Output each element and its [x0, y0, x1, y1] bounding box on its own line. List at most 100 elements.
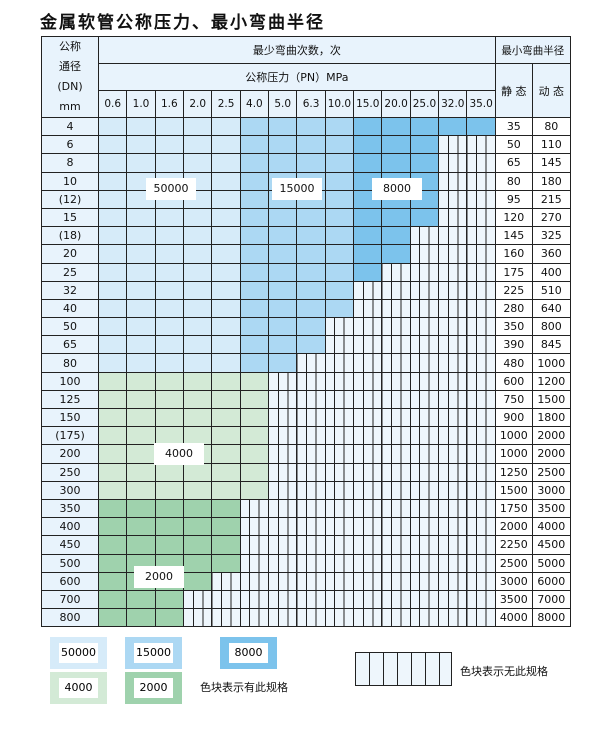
spec-cell-15000 — [296, 280, 326, 300]
static-radius-cell: 390 — [494, 335, 533, 355]
spec-cell-8000 — [409, 153, 440, 173]
no-spec-cell — [438, 589, 468, 610]
region-label-8000: 8000 — [372, 178, 422, 200]
spec-cell-50000 — [97, 135, 128, 155]
pressure-header: 公称压力（PN）MPa — [98, 63, 496, 91]
dynamic-radius-cell: 800 — [531, 317, 571, 337]
no-spec-cell — [438, 480, 468, 500]
static-radius-cell: 65 — [494, 153, 533, 173]
spec-cell-15000 — [296, 317, 326, 337]
static-radius-cell: 80 — [494, 171, 533, 191]
static-header: 静 态 — [494, 63, 533, 118]
spec-cell-50000 — [154, 116, 185, 137]
no-spec-cell — [466, 244, 496, 264]
no-spec-cell — [183, 608, 213, 628]
table-row: 4 35 80 — [41, 116, 571, 137]
static-radius-cell: 2250 — [494, 535, 533, 555]
no-spec-cell — [381, 498, 411, 519]
spec-cell-50000 — [211, 280, 241, 300]
spec-cell-15000 — [268, 317, 298, 337]
spec-cell-4000 — [183, 389, 213, 410]
spec-cell-50000 — [97, 298, 128, 319]
spec-cell-4000 — [97, 480, 128, 500]
spec-cell-15000 — [268, 207, 298, 228]
spec-cell-50000 — [126, 153, 156, 173]
spec-cell-15000 — [296, 335, 326, 355]
no-spec-cell — [239, 571, 270, 591]
spec-cell-2000 — [97, 589, 128, 610]
no-spec-cell — [324, 389, 355, 410]
spec-cell-15000 — [296, 116, 326, 137]
no-spec-cell — [296, 498, 326, 519]
table-row: 350 1750 3500 — [41, 498, 571, 519]
no-spec-cell — [324, 553, 355, 573]
spec-cell-2000 — [97, 535, 128, 555]
dn-cell: 100 — [41, 371, 99, 391]
static-radius-cell: 2000 — [494, 517, 533, 537]
spec-cell-8000 — [381, 226, 411, 246]
spec-cell-50000 — [154, 153, 185, 173]
no-spec-cell — [466, 407, 496, 428]
static-radius-cell: 120 — [494, 207, 533, 228]
no-spec-cell — [381, 480, 411, 500]
no-spec-cell — [296, 608, 326, 628]
spec-cell-4000 — [211, 480, 241, 500]
no-spec-cell — [324, 407, 355, 428]
pressure-tick: 32.0 — [438, 90, 468, 118]
spec-cell-15000 — [324, 135, 355, 155]
spec-cell-8000 — [353, 244, 383, 264]
spec-cell-15000 — [324, 171, 355, 191]
no-spec-cell — [296, 426, 326, 446]
spec-cell-50000 — [211, 317, 241, 337]
spec-cell-50000 — [154, 207, 185, 228]
dn-cell: 80 — [41, 353, 99, 373]
no-spec-cell — [296, 462, 326, 482]
spec-cell-15000 — [324, 280, 355, 300]
spec-cell-4000 — [126, 462, 156, 482]
no-spec-cell — [324, 589, 355, 610]
spec-cell-2000 — [211, 535, 241, 555]
spec-cell-15000 — [239, 153, 270, 173]
no-spec-cell — [296, 407, 326, 428]
no-spec-cell — [353, 498, 383, 519]
spec-cell-8000 — [353, 226, 383, 246]
spec-cell-8000 — [353, 207, 383, 228]
spec-cell-50000 — [97, 280, 128, 300]
pressure-tick: 15.0 — [353, 90, 383, 118]
no-spec-cell — [438, 553, 468, 573]
spec-cell-4000 — [211, 407, 241, 428]
no-spec-cell — [296, 535, 326, 555]
no-spec-cell — [381, 462, 411, 482]
spec-cell-50000 — [154, 298, 185, 319]
no-spec-cell — [296, 517, 326, 537]
spec-cell-15000 — [296, 244, 326, 264]
spec-cell-2000 — [154, 517, 185, 537]
no-spec-cell — [296, 353, 326, 373]
dynamic-radius-cell: 2000 — [531, 426, 571, 446]
dynamic-radius-cell: 4500 — [531, 535, 571, 555]
no-spec-cell — [409, 589, 440, 610]
dn-cell: 125 — [41, 389, 99, 410]
table-row: (18) 145 325 — [41, 226, 571, 246]
no-spec-cell — [381, 426, 411, 446]
no-spec-cell — [296, 389, 326, 410]
dynamic-radius-cell: 3500 — [531, 498, 571, 519]
dynamic-radius-cell: 145 — [531, 153, 571, 173]
static-radius-cell: 145 — [494, 226, 533, 246]
spec-cell-15000 — [268, 226, 298, 246]
has-spec-note: 色块表示有此规格 — [200, 681, 288, 694]
spec-cell-8000 — [409, 135, 440, 155]
no-spec-cell — [268, 407, 298, 428]
no-spec-cell — [211, 589, 241, 610]
spec-cell-4000 — [97, 444, 128, 464]
spec-cell-50000 — [154, 226, 185, 246]
dn-cell: 4 — [41, 116, 99, 137]
no-spec-swatch — [355, 652, 452, 686]
spec-cell-50000 — [126, 244, 156, 264]
spec-cell-2000 — [211, 498, 241, 519]
static-radius-cell: 900 — [494, 407, 533, 428]
no-spec-cell — [409, 517, 440, 537]
static-radius-cell: 50 — [494, 135, 533, 155]
spec-cell-15000 — [239, 262, 270, 282]
static-radius-cell: 1000 — [494, 426, 533, 446]
